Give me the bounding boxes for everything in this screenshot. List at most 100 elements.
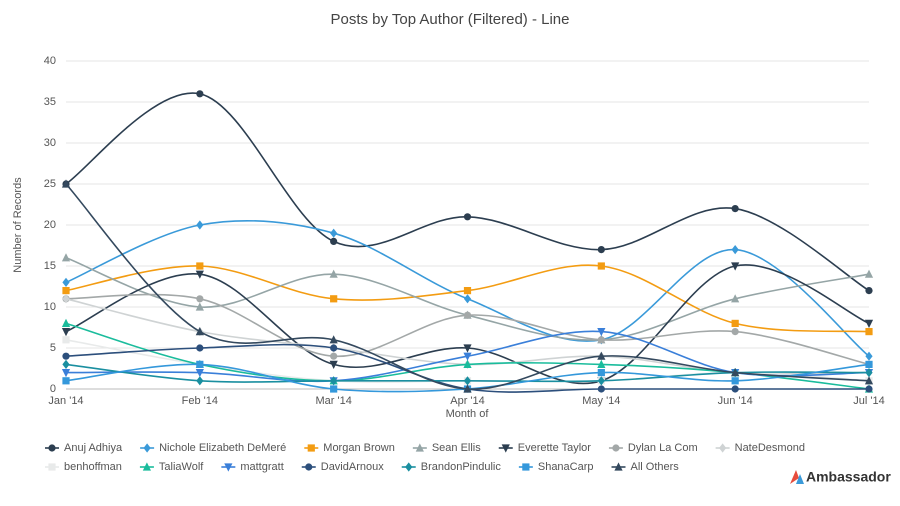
marker xyxy=(731,294,740,303)
marker xyxy=(864,376,874,385)
legend-label: Nichole Elizabeth DeMeré xyxy=(159,442,286,454)
legend-marker xyxy=(142,462,152,471)
marker xyxy=(463,384,472,393)
legend-marker xyxy=(522,463,530,471)
marker xyxy=(62,377,70,385)
legend-item[interactable]: benhoffman xyxy=(45,461,122,473)
legend-label: All Others xyxy=(631,461,680,473)
legend-marker xyxy=(614,462,623,471)
series xyxy=(62,262,873,336)
marker xyxy=(330,376,338,386)
marker xyxy=(597,385,605,393)
legend-marker xyxy=(143,443,151,453)
marker xyxy=(62,352,70,360)
marker xyxy=(330,295,338,303)
marker xyxy=(597,328,606,337)
marker xyxy=(463,213,472,221)
x-tick-label: Mar '14 xyxy=(315,395,351,407)
legend-marker xyxy=(305,463,313,471)
legend-marker xyxy=(307,444,315,452)
marker xyxy=(731,205,739,213)
marker xyxy=(62,359,70,369)
y-tick-label: 15 xyxy=(44,260,56,272)
legend-marker xyxy=(405,462,413,472)
legend-marker xyxy=(224,463,233,472)
marker xyxy=(731,262,740,271)
legend-label: Everette Taylor xyxy=(518,442,592,454)
legend: Anuj Adhiya Nichole Elizabeth DeMeré Morga… xyxy=(45,442,805,473)
marker xyxy=(463,352,472,361)
legend-marker xyxy=(612,444,620,452)
legend-marker xyxy=(48,463,56,471)
legend-item[interactable]: BrandonPindulic xyxy=(401,461,502,473)
marker xyxy=(865,360,873,368)
marker xyxy=(865,368,873,378)
marker xyxy=(597,369,605,377)
legend-item[interactable]: TaliaWolf xyxy=(139,461,204,473)
line xyxy=(65,92,870,292)
legend-label: NateDesmond xyxy=(735,442,805,454)
marker xyxy=(731,385,739,393)
marker xyxy=(463,311,472,319)
x-tick-label: Jan '14 xyxy=(48,395,83,407)
legend-item[interactable]: Nichole Elizabeth DeMeré xyxy=(140,442,286,454)
marker xyxy=(196,295,204,303)
legend-item[interactable]: Anuj Adhiya xyxy=(45,442,123,454)
legend-label: Morgan Brown xyxy=(323,442,395,454)
legend-item[interactable]: Morgan Brown xyxy=(304,442,395,454)
marker xyxy=(731,368,740,377)
marker xyxy=(597,246,605,254)
marker xyxy=(61,179,71,188)
y-tick-label: 40 xyxy=(44,55,56,67)
legend-label: benhoffman xyxy=(64,461,122,473)
marker xyxy=(61,318,71,327)
y-tick-label: 5 xyxy=(50,342,56,354)
marker xyxy=(61,369,71,378)
marker xyxy=(195,270,204,279)
legend-label: TaliaWolf xyxy=(159,461,204,473)
y-tick-label: 0 xyxy=(50,383,56,395)
marker xyxy=(61,253,71,262)
marker xyxy=(196,376,204,386)
legend-label: DavidArnoux xyxy=(321,461,384,473)
legend-item[interactable]: Dylan La Com xyxy=(608,442,698,454)
marker xyxy=(196,344,204,352)
marker xyxy=(61,328,71,337)
marker xyxy=(62,294,70,304)
series xyxy=(62,219,873,361)
marker xyxy=(864,319,874,328)
marker xyxy=(195,327,204,336)
y-tick-label: 30 xyxy=(44,137,56,149)
marker xyxy=(196,220,204,230)
legend-item[interactable]: ShanaCarp xyxy=(518,461,594,473)
marker xyxy=(329,269,338,278)
marker xyxy=(195,302,204,311)
legend-marker xyxy=(415,443,424,452)
marker xyxy=(597,262,605,270)
legend-item[interactable]: DavidArnoux xyxy=(301,461,384,473)
x-tick-label: Feb '14 xyxy=(182,395,218,407)
x-tick-label: Jul '14 xyxy=(853,395,884,407)
x-tick-label: Jun '14 xyxy=(718,395,753,407)
legend-marker xyxy=(48,444,56,452)
legend-item[interactable]: Everette Taylor xyxy=(498,442,592,454)
marker xyxy=(463,344,472,353)
legend-item[interactable]: mattgratt xyxy=(221,461,284,473)
grid xyxy=(66,60,869,390)
legend-item[interactable]: Sean Ellis xyxy=(412,442,481,454)
y-tick-label: 20 xyxy=(44,219,56,231)
legend-item[interactable]: NateDesmond xyxy=(715,442,805,454)
marker xyxy=(195,369,204,378)
y-tick-label: 10 xyxy=(44,301,56,313)
marker xyxy=(731,319,739,327)
marker xyxy=(865,351,873,361)
marker xyxy=(731,377,739,385)
marker xyxy=(62,336,70,344)
marker xyxy=(330,352,338,360)
x-tick-label: May '14 xyxy=(582,395,620,407)
brand-name: Ambassador xyxy=(806,469,891,485)
legend-item[interactable]: All Others xyxy=(611,461,680,473)
marker xyxy=(865,385,873,393)
marker xyxy=(329,335,338,344)
y-axis-label: Number of Records xyxy=(12,177,24,273)
